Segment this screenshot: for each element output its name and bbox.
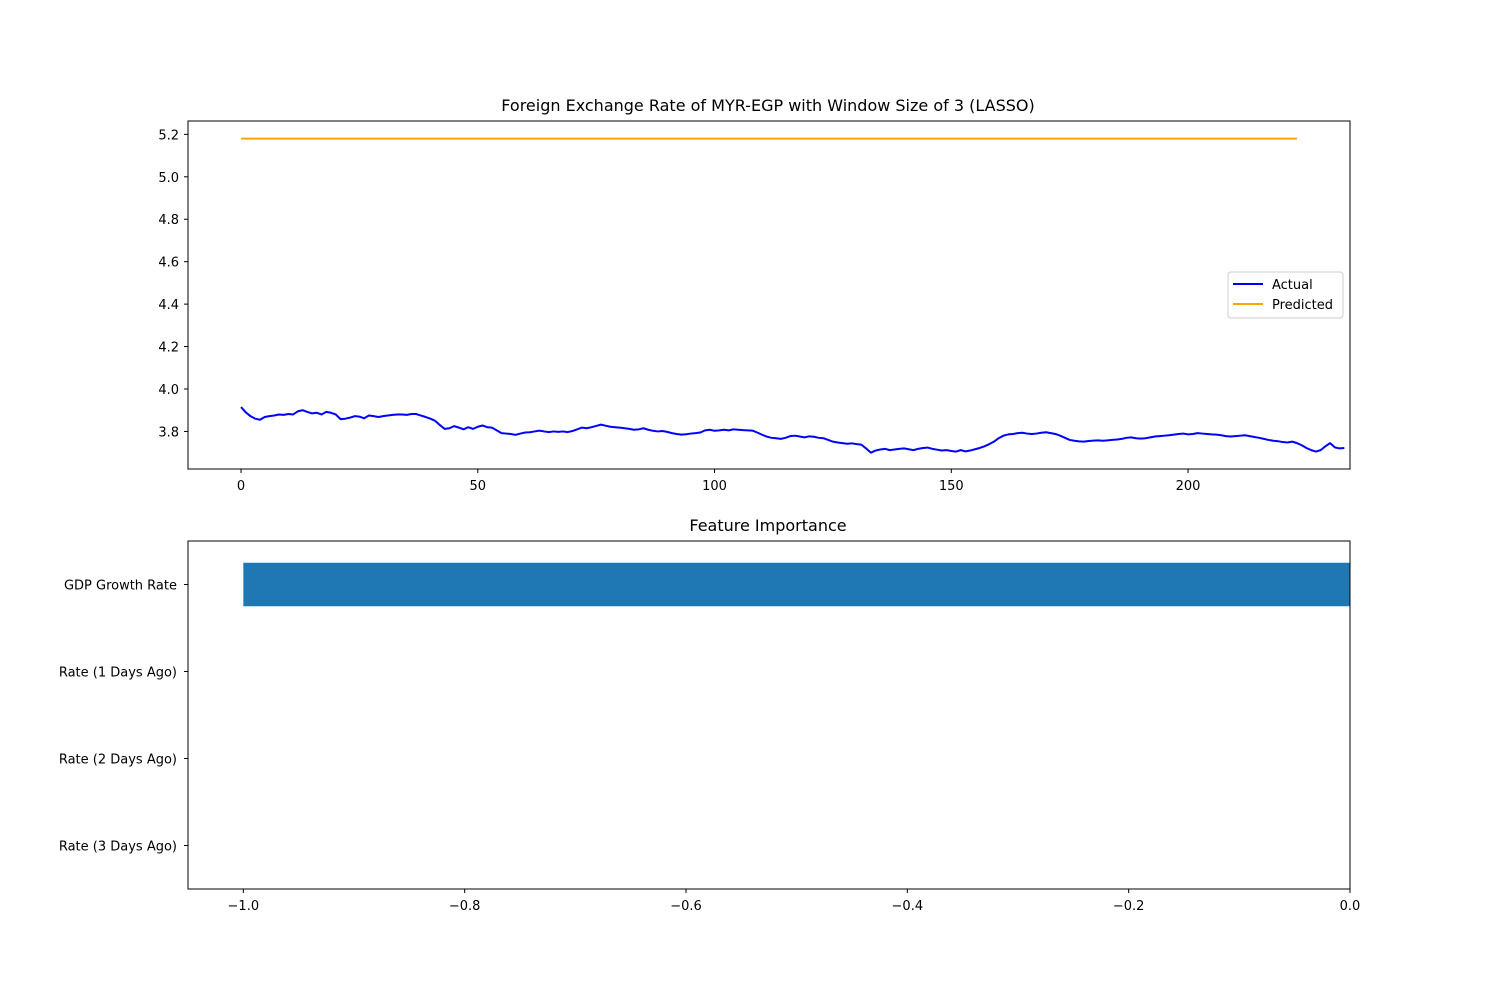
legend: Actual Predicted [1227, 271, 1344, 319]
x-tick-label: 0.0 [1340, 899, 1361, 914]
x-tick-label: −1.0 [228, 899, 260, 914]
feature-bars-group [243, 562, 1350, 607]
rate-y-axis: 3.8 4.0 4.2 4.4 4.6 4.8 5.0 5.2 [158, 128, 188, 440]
feature-plot-frame [187, 540, 1351, 890]
x-tick-label: −0.2 [1113, 899, 1145, 914]
feature-bar [243, 562, 1350, 607]
rate-series-group [240, 137, 1345, 454]
rate-chart: Foreign Exchange Rate of MYR-EGP with Wi… [158, 96, 1351, 494]
actual-series-line [240, 406, 1345, 454]
y-tick-label: 3.8 [158, 425, 179, 440]
y-tick-label: 4.0 [158, 383, 179, 398]
feature-y-axis: GDP Growth Rate Rate (1 Days Ago) Rate (2 … [59, 579, 188, 855]
rate-x-axis: 0 50 100 150 200 [237, 469, 1201, 494]
x-tick-label: 150 [939, 479, 964, 494]
x-tick-label: −0.4 [892, 899, 924, 914]
y-tick-label: 5.2 [158, 128, 179, 143]
x-tick-label: 200 [1176, 479, 1201, 494]
y-tick-label: 4.6 [158, 256, 179, 271]
y-tick-label: 4.2 [158, 341, 179, 356]
x-tick-label: −0.8 [449, 899, 481, 914]
rate-plot-frame [187, 120, 1351, 470]
x-tick-label: 100 [702, 479, 727, 494]
feature-importance-title: Feature Importance [689, 516, 846, 535]
x-tick-label: −0.6 [670, 899, 702, 914]
feature-x-axis: −1.0 −0.8 −0.6 −0.4 −0.2 0.0 [228, 889, 1361, 914]
y-tick-label: 4.4 [158, 298, 179, 313]
feature-importance-chart: Feature Importance −1.0 −0.8 −0.6 −0.4 −0.2 0… [59, 516, 1361, 914]
category-label: Rate (2 Days Ago) [59, 753, 177, 768]
legend-predicted-label: Predicted [1272, 298, 1333, 313]
category-label: Rate (1 Days Ago) [59, 666, 177, 681]
category-label: GDP Growth Rate [64, 579, 177, 594]
x-tick-label: 50 [470, 479, 487, 494]
y-tick-label: 4.8 [158, 213, 179, 228]
legend-actual-label: Actual [1272, 278, 1313, 293]
category-label: Rate (3 Days Ago) [59, 840, 177, 855]
y-tick-label: 5.0 [158, 171, 179, 186]
rate-chart-title: Foreign Exchange Rate of MYR-EGP with Wi… [501, 96, 1034, 115]
x-tick-label: 0 [237, 479, 245, 494]
